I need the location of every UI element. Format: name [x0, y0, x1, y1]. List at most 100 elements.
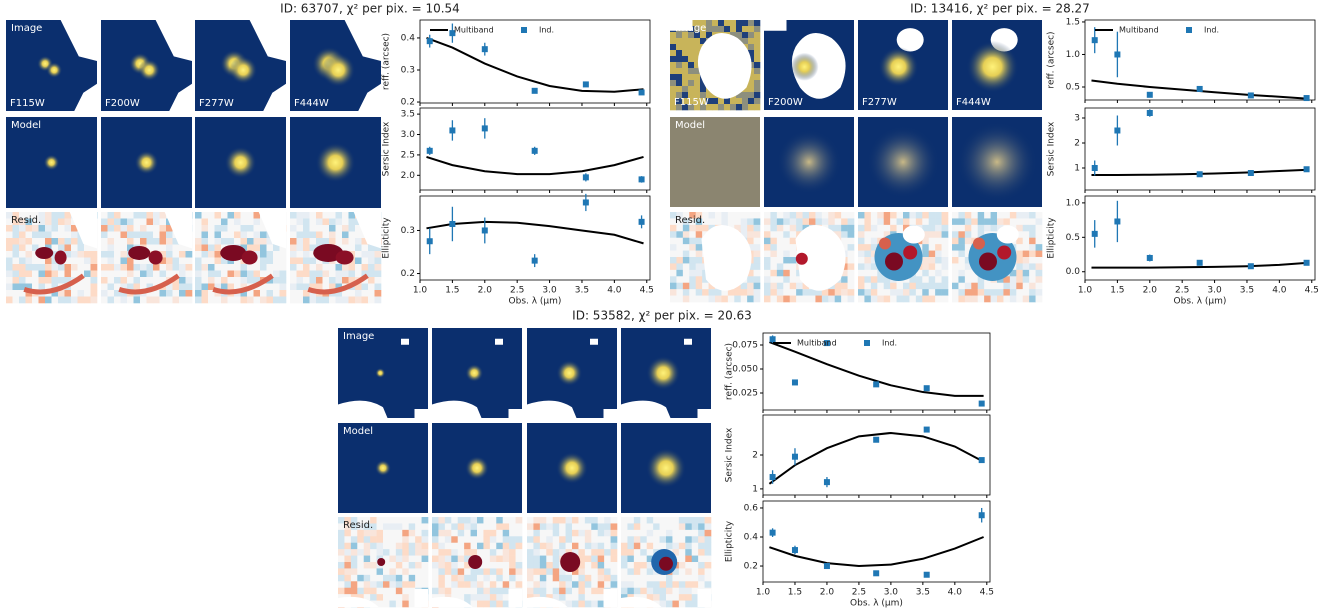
resid-pixel: [64, 296, 72, 304]
mask: [701, 224, 752, 291]
noise-pixel: [670, 68, 677, 75]
resid-pixel: [915, 282, 923, 290]
noise-pixel: [748, 92, 755, 99]
resid-pixel: [25, 277, 33, 284]
resid-pixel: [964, 237, 972, 245]
resid-pixel: [247, 290, 254, 297]
resid-pixel: [12, 225, 20, 232]
resid-pixel: [344, 529, 352, 537]
resid-pixel: [559, 536, 566, 544]
resid-pixel: [698, 536, 705, 544]
resid-pixel: [770, 276, 778, 284]
y-tick-label: 0.3: [401, 226, 415, 236]
resid-pixel: [444, 555, 452, 563]
resid-pixel: [847, 269, 855, 277]
resid-pixel: [964, 257, 972, 264]
legend-label: Multiband: [797, 339, 837, 348]
resid-pixel: [502, 587, 510, 595]
resid-pixel: [990, 218, 998, 226]
tile-bg: [670, 117, 760, 207]
resid-pixel: [509, 517, 516, 524]
resid-pixel: [783, 224, 791, 232]
resid-pixel: [338, 587, 345, 595]
image-tile: [527, 328, 617, 418]
resid-blob: [997, 245, 1012, 260]
noise-pixel: [754, 86, 761, 93]
resid-pixel: [240, 270, 248, 278]
resid-pixel: [348, 296, 356, 304]
resid-pixel: [678, 574, 686, 582]
resid-pixel: [32, 225, 39, 232]
resid-pixel: [1035, 244, 1043, 251]
resid-pixel: [783, 276, 791, 284]
resid-pixel: [464, 555, 471, 563]
noise-pixel: [688, 92, 695, 99]
resid-pixel: [227, 225, 235, 232]
resid-pixel: [546, 562, 554, 569]
resid-pixel: [348, 244, 356, 252]
resid-pixel: [51, 257, 59, 265]
resid-pixel: [451, 529, 459, 537]
resid-pixel: [604, 542, 611, 550]
resid-pixel: [964, 276, 972, 284]
noise-pixel: [718, 20, 725, 27]
resid-pixel: [159, 251, 167, 258]
resid-pixel: [172, 270, 180, 278]
resid-pixel: [676, 263, 684, 271]
data-point: [1146, 110, 1153, 116]
resid-pixel: [689, 289, 697, 296]
data-point: [1303, 95, 1310, 102]
mask: [164, 212, 192, 249]
resid-pixel: [415, 581, 422, 589]
resid-pixel: [338, 529, 345, 537]
resid-pixel: [672, 517, 680, 524]
resid-pixel: [591, 555, 599, 563]
resid-pixel: [316, 212, 323, 219]
resid-pixel: [451, 517, 459, 524]
resid-pixel: [279, 296, 287, 304]
resid-pixel: [329, 270, 336, 278]
source: [465, 364, 484, 382]
resid-pixel: [348, 264, 356, 271]
resid-pixel: [260, 257, 267, 265]
resid-pixel: [559, 594, 566, 601]
data-point: [978, 457, 985, 464]
resid-pixel: [704, 523, 712, 531]
resid-pixel: [1035, 269, 1043, 277]
resid-pixel: [764, 257, 771, 264]
filter-label: F115W: [10, 98, 45, 109]
resid-pixel: [290, 251, 297, 258]
resid-pixel: [552, 568, 560, 576]
resid-pixel: [421, 549, 429, 556]
image-tile: [101, 20, 192, 111]
data-point: [638, 218, 645, 225]
resid-pixel: [335, 277, 343, 284]
plot-frame: [1084, 107, 1316, 191]
resid-pixel: [952, 295, 959, 303]
resid-pixel: [464, 529, 471, 537]
resid-pixel: [25, 290, 33, 297]
resid-pixel: [71, 251, 78, 258]
resid-pixel: [370, 549, 377, 556]
resid-pixel: [952, 269, 959, 277]
resid-pixel: [355, 290, 362, 297]
resid-pixel: [201, 257, 209, 265]
resid-pixel: [273, 270, 280, 278]
resid-pixel: [666, 600, 673, 608]
resid-pixel: [666, 536, 673, 544]
resid-pixel: [195, 231, 202, 239]
resid-pixel: [610, 542, 618, 550]
resid-pixel: [185, 270, 193, 278]
x-tick-label: 1.5: [1110, 286, 1124, 296]
resid-pixel: [496, 523, 504, 531]
resid-pixel: [221, 264, 228, 271]
resid-pixel: [376, 523, 384, 531]
image-tile: [621, 517, 712, 608]
resid-pixel: [114, 218, 121, 226]
resid-pixel: [1029, 218, 1036, 226]
resid-pixel: [666, 574, 673, 582]
resid-pixel: [408, 594, 416, 601]
resid-pixel: [666, 581, 673, 589]
resid-pixel: [502, 542, 510, 550]
resid-pixel: [146, 290, 154, 297]
